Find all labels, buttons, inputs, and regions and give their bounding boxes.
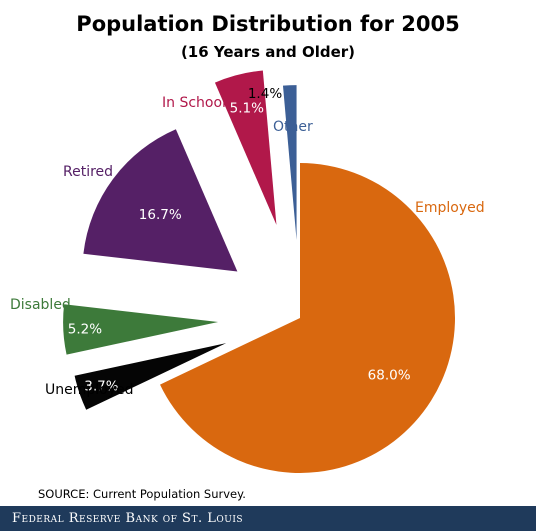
category-label-other: Other xyxy=(273,119,313,135)
slice-disabled xyxy=(63,304,219,355)
pie-chart: Population Distribution for 2005 (16 Yea… xyxy=(10,12,485,473)
chart-subtitle: (16 Years and Older) xyxy=(181,43,355,61)
category-label-retired: Retired xyxy=(63,164,113,180)
value-label-in-school: 5.1% xyxy=(230,101,264,117)
slice-other xyxy=(282,85,297,241)
slice-retired xyxy=(83,129,238,272)
footer-text: Federal Reserve Bank of St. Louis xyxy=(12,511,244,526)
value-label-disabled: 5.2% xyxy=(68,321,102,337)
category-label-disabled: Disabled xyxy=(10,297,71,313)
value-label-employed: 68.0% xyxy=(368,367,411,383)
labels-group: 68.0% Employed 3.7%Unemployed 5.2% Disabled 1… xyxy=(10,86,485,398)
slice-unemployed xyxy=(74,343,227,410)
value-label-unemployed: 3.7% xyxy=(84,379,118,395)
chart-title: Population Distribution for 2005 xyxy=(76,12,459,36)
slice-employed xyxy=(160,163,455,473)
value-label-retired: 16.7% xyxy=(139,207,182,223)
value-label-other: 1.4% xyxy=(248,86,282,102)
category-label-employed: Employed xyxy=(415,200,485,216)
source-note: SOURCE: Current Population Survey. xyxy=(38,487,246,501)
footer-bar: Federal Reserve Bank of St. Louis xyxy=(0,506,536,531)
slice-in-school xyxy=(214,70,277,225)
category-label-in-school: In School xyxy=(162,95,226,111)
category-label-unemployed: Unemployed xyxy=(45,382,134,398)
slices-group xyxy=(63,70,455,473)
